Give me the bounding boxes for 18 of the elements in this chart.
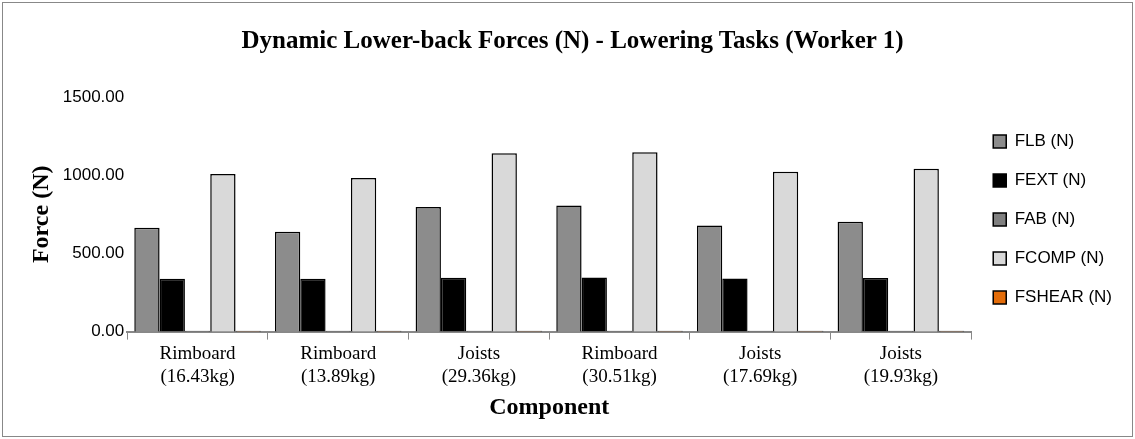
legend-label: FSHEAR (N) (1014, 287, 1112, 307)
y-tick-label: 0.00 (91, 321, 125, 341)
x-tick-label: Rimboard (13.89kg) (300, 341, 377, 387)
y-axis-title: Force (N) (26, 165, 53, 264)
x-tick-label: Rimboard (30.51kg) (581, 341, 659, 387)
chart-title: Dynamic Lower-back Forces (N) - Lowering Tasks (Worker 1) (241, 26, 904, 55)
x-axis-title: Component (489, 392, 610, 419)
legend-label: FCOMP (N) (1014, 248, 1105, 268)
x-tick-label: Joists (29.36kg) (441, 341, 517, 387)
legend-label: FEXT (N) (1014, 170, 1087, 190)
legend-label: FAB (N) (1014, 209, 1076, 229)
x-tick-label: Joists (17.69kg) (723, 341, 798, 387)
y-tick-label: 1500.00 (62, 86, 125, 106)
x-tick-label: Rimboard (16.43kg) (159, 341, 237, 387)
x-tick-label: Joists (19.93kg) (863, 341, 939, 387)
y-tick-label: 1000.00 (62, 164, 125, 184)
legend-label: FLB (N) (1014, 131, 1075, 151)
y-tick-label: 500.00 (72, 243, 125, 263)
